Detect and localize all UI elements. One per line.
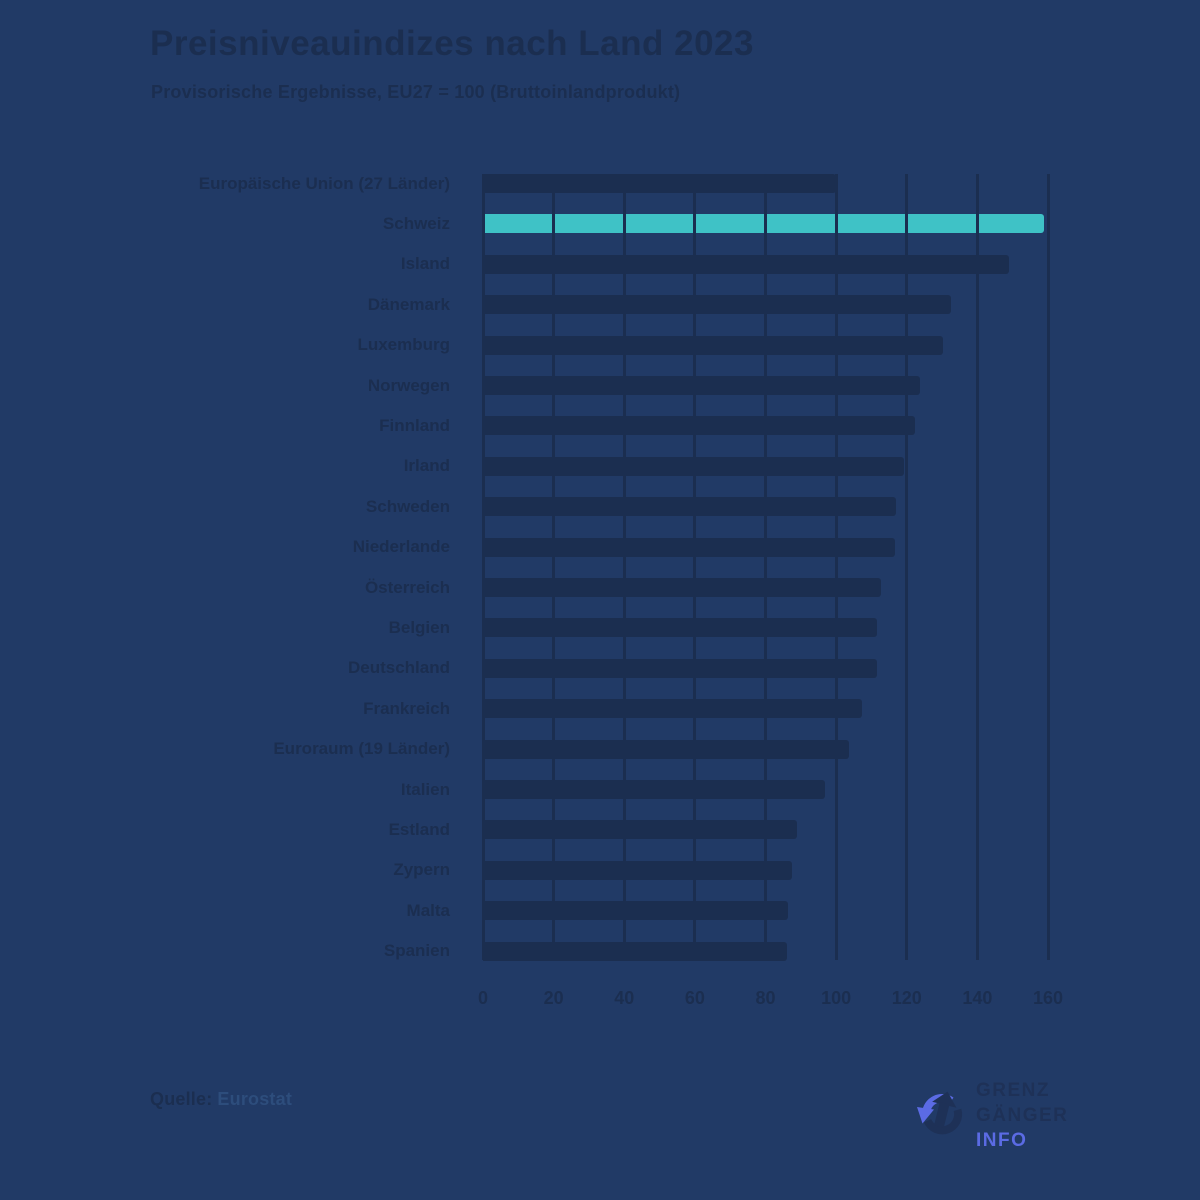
bar <box>483 941 788 961</box>
bar <box>483 416 915 436</box>
bar <box>483 860 793 880</box>
bar-label: Estland <box>388 819 450 839</box>
chart-subtitle: Provisorische Ergebnisse, EU27 = 100 (Br… <box>151 82 681 102</box>
axis-tick-label: 140 <box>962 988 993 1008</box>
axis-tick-label: 40 <box>614 988 635 1008</box>
bar <box>483 295 951 315</box>
bar <box>483 780 826 799</box>
bar <box>483 820 797 840</box>
gridline <box>481 174 485 960</box>
bar-label: Finnland <box>379 415 450 435</box>
bar-label: Irland <box>403 456 450 476</box>
bar <box>483 254 1010 274</box>
axis-tick-label: 60 <box>684 988 705 1008</box>
bar <box>483 578 881 597</box>
bar <box>483 174 837 193</box>
bar-label: Niederlande <box>352 537 450 557</box>
bar-label: Malta <box>406 900 450 920</box>
bar-label: Zypern <box>393 860 450 880</box>
bar-label: Schweiz <box>382 213 450 233</box>
bar-label: Belgien <box>388 617 450 637</box>
bar-label: Schweden <box>365 496 450 516</box>
bar <box>483 537 895 557</box>
bar-label: Norwegen <box>367 375 450 395</box>
bar-label: Island <box>400 254 450 274</box>
bar-label: Italien <box>400 779 450 799</box>
bar <box>483 658 877 678</box>
bar <box>483 376 920 395</box>
source-line: Quelle: Eurostat <box>150 1089 292 1110</box>
bar <box>483 739 849 759</box>
logo-line-gaenger: GÄNGER <box>976 1105 1069 1126</box>
bar-label: Euroraum (19 Länder) <box>273 739 450 759</box>
bar-label: Luxemburg <box>357 335 450 355</box>
bar <box>483 901 789 921</box>
source-label: Quelle: <box>150 1089 213 1109</box>
bar-label: Spanien <box>383 941 450 961</box>
bar <box>483 497 897 517</box>
axis-tick-label: 80 <box>755 988 776 1008</box>
source-value: Eurostat <box>217 1089 293 1109</box>
logo-line-info: INFO <box>976 1130 1028 1151</box>
logo-text: GRENZ GÄNGER INFO <box>976 1078 1068 1153</box>
bar <box>483 699 862 719</box>
gridline <box>975 174 979 960</box>
axis-tick-label: 0 <box>477 988 488 1008</box>
gridline <box>693 174 697 960</box>
gridline <box>905 174 909 960</box>
bar <box>483 618 878 638</box>
bar <box>483 335 943 355</box>
bar-label: Frankreich <box>363 698 450 718</box>
gridline <box>622 174 626 960</box>
logo-line-grenz: GRENZ <box>976 1080 1050 1101</box>
bar-label: Deutschland <box>347 658 450 678</box>
bar-label: Österreich <box>364 577 450 597</box>
axis-tick-label: 100 <box>821 988 852 1008</box>
gridline <box>1046 174 1050 960</box>
brand-logo: GRENZ GÄNGER INFO <box>914 1078 1068 1153</box>
bar-label: Europäische Union (27 Länder) <box>198 173 450 193</box>
bar-label: Dänemark <box>367 294 450 314</box>
axis-tick-label: 20 <box>543 988 564 1008</box>
cycle-arrow-icon <box>917 1091 963 1135</box>
chart-title: Preisniveauindizes nach Land 2023 <box>150 24 754 63</box>
gridline <box>552 174 556 960</box>
axis-tick-label: 120 <box>891 988 922 1008</box>
gridline <box>834 174 838 960</box>
axis-tick-label: 160 <box>1032 988 1064 1008</box>
gridline <box>764 174 767 960</box>
